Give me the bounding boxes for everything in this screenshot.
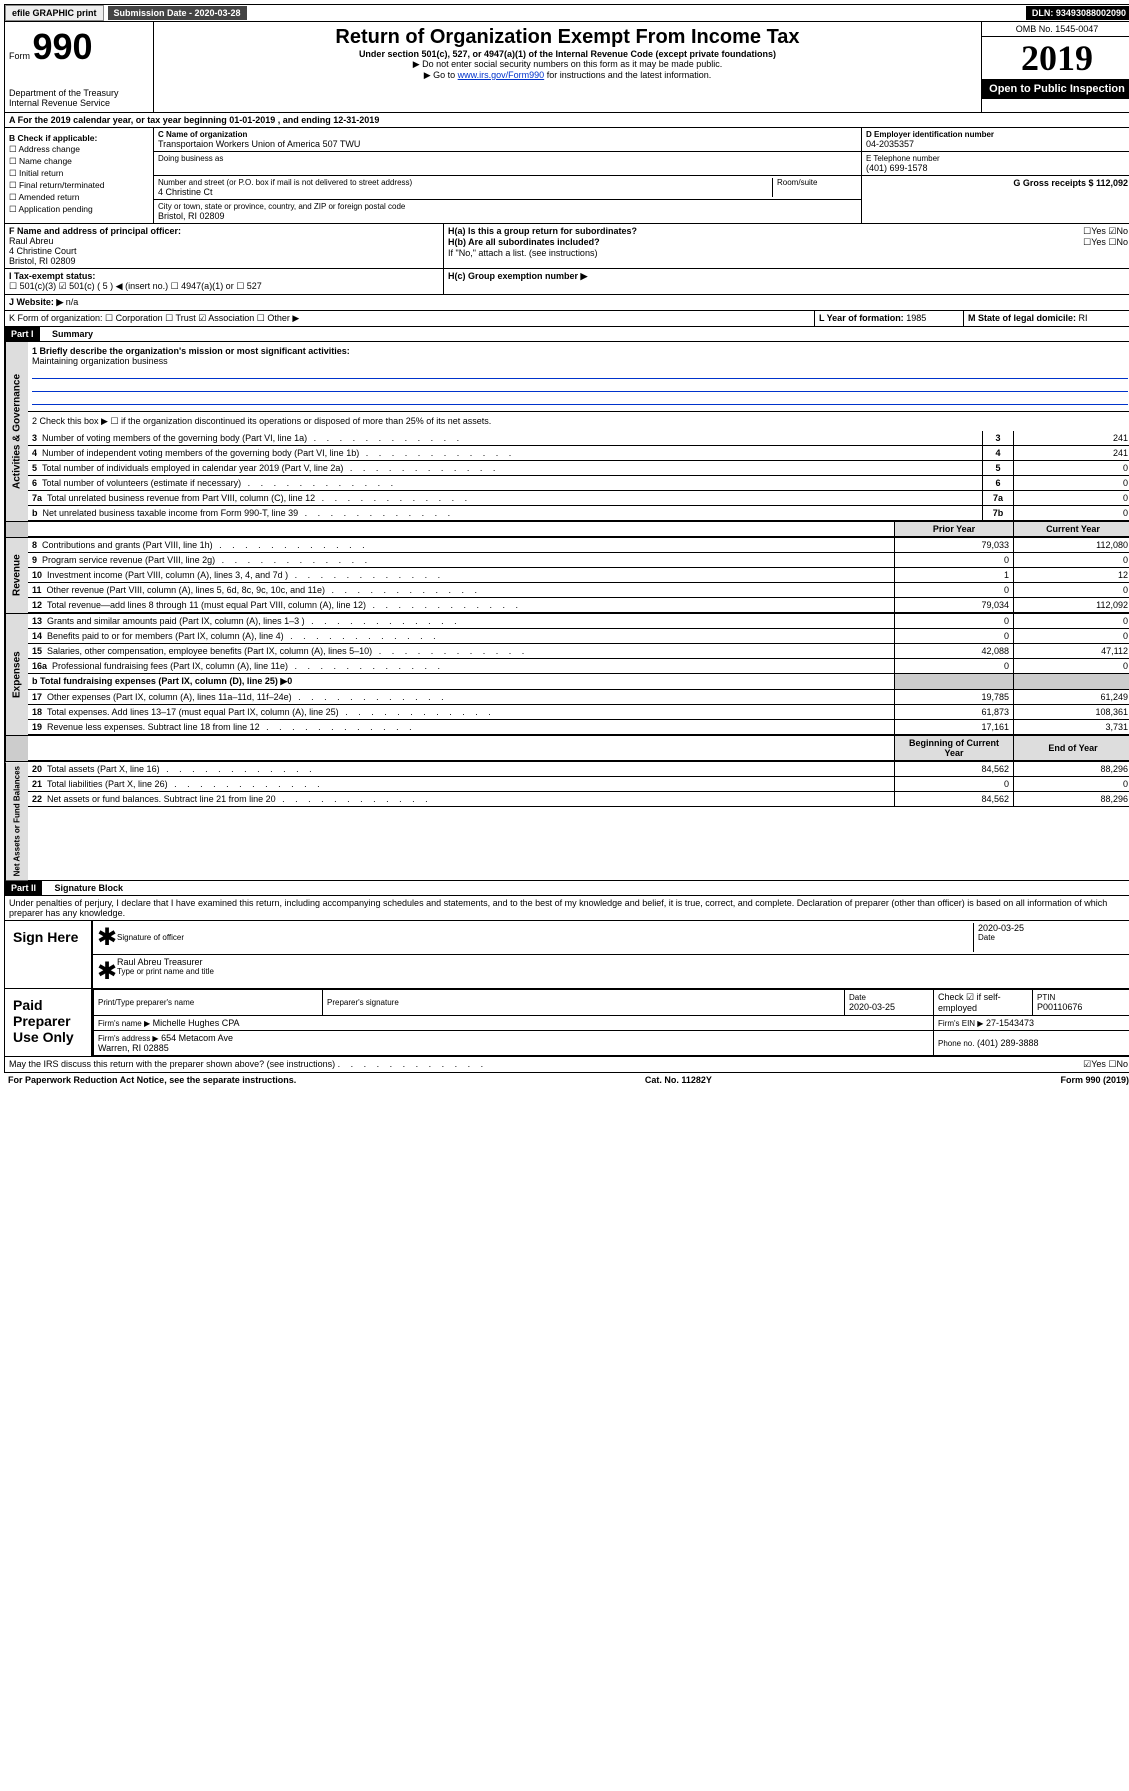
check-initial[interactable]: ☐ Initial return [9,168,149,179]
check-amended[interactable]: ☐ Amended return [9,192,149,203]
tax-year: 2019 [982,37,1129,79]
check-final[interactable]: ☐ Final return/terminated [9,180,149,191]
declaration: Under penalties of perjury, I declare th… [4,896,1129,921]
section-c: C Name of organization Transportaion Wor… [154,128,861,223]
footer: For Paperwork Reduction Act Notice, see … [4,1073,1129,1087]
data-row: 5 Total number of individuals employed i… [28,461,1129,476]
data-row: 10 Investment income (Part VIII, column … [28,568,1129,583]
vlabel-activities: Activities & Governance [5,342,28,521]
data-row: 12 Total revenue—add lines 8 through 11 … [28,598,1129,613]
part1-header: Part I Summary [4,327,1129,342]
form-title: Return of Organization Exempt From Incom… [158,26,977,49]
vlabel-assets: Net Assets or Fund Balances [5,762,28,880]
data-row: 17 Other expenses (Part IX, column (A), … [28,690,1129,705]
tax-status-opts: ☐ 501(c)(3) ☑ 501(c) ( 5 ) ◀ (insert no.… [9,281,262,291]
section-deg: D Employer identification number 04-2035… [861,128,1129,223]
top-bar: efile GRAPHIC print Submission Date - 20… [4,4,1129,22]
data-row: 13 Grants and similar amounts paid (Part… [28,614,1129,629]
data-row: 22 Net assets or fund balances. Subtract… [28,792,1129,807]
domicile: RI [1079,313,1088,323]
section-i: I Tax-exempt status: ☐ 501(c)(3) ☑ 501(c… [4,269,1129,295]
efile-btn[interactable]: efile GRAPHIC print [5,5,104,21]
phone: (401) 699-1578 [866,163,1128,173]
year-formation: 1985 [906,313,926,323]
data-row: 20 Total assets (Part X, line 16)84,5628… [28,762,1129,777]
part1-body: Activities & Governance 1 Briefly descri… [4,342,1129,522]
dln: DLN: 93493088002090 [1026,6,1129,20]
data-row: 16a Professional fundraising fees (Part … [28,659,1129,674]
dept: Department of the Treasury Internal Reve… [9,88,149,108]
data-row: b Net unrelated business taxable income … [28,506,1129,521]
prior-year-header: Prior Year [895,522,1014,537]
gross-receipts: G Gross receipts $ 112,092 [1013,178,1128,188]
data-row: 8 Contributions and grants (Part VIII, l… [28,538,1129,553]
current-year-header: Current Year [1014,522,1129,537]
expenses-section: Expenses 13 Grants and similar amounts p… [4,614,1129,736]
signer-name: Raul Abreu Treasurer [117,957,1128,967]
form-subtitle: Under section 501(c), 527, or 4947(a)(1)… [158,49,977,59]
prep-date: 2020-03-25 [849,1002,929,1012]
omb: OMB No. 1545-0047 [982,22,1129,37]
org-name: Transportaion Workers Union of America 5… [158,139,857,149]
discuss-row: May the IRS discuss this return with the… [4,1057,1129,1073]
note1: ▶ Do not enter social security numbers o… [158,59,977,70]
open-public: Open to Public Inspection [982,79,1129,99]
officer-addr: 4 Christine Court Bristol, RI 02809 [9,246,439,266]
revenue-section: Revenue 8 Contributions and grants (Part… [4,538,1129,614]
assets-section: Net Assets or Fund Balances 20 Total ass… [4,762,1129,881]
data-row: 11 Other revenue (Part VIII, column (A),… [28,583,1129,598]
part2-header: Part II Signature Block [4,881,1129,896]
data-row: 9 Program service revenue (Part VIII, li… [28,553,1129,568]
org-city: Bristol, RI 02809 [158,211,857,221]
website-val: n/a [66,297,79,307]
ha-answer: ☐Yes ☑No [1083,226,1128,237]
section-bcd: B Check if applicable: ☐ Address change … [4,128,1129,224]
vlabel-revenue: Revenue [5,538,28,613]
form-number: 990 [33,26,93,67]
data-row: 6 Total number of volunteers (estimate i… [28,476,1129,491]
form-label: Form [9,51,30,61]
section-b: B Check if applicable: ☐ Address change … [5,128,154,223]
vlabel-expenses: Expenses [5,614,28,735]
data-row: 19 Revenue less expenses. Subtract line … [28,720,1129,735]
data-row: 7a Total unrelated business revenue from… [28,491,1129,506]
data-row: 18 Total expenses. Add lines 13–17 (must… [28,705,1129,720]
firm-phone: (401) 289-3888 [977,1038,1039,1048]
firm-ein: 27-1543473 [986,1018,1034,1028]
line-a: A For the 2019 calendar year, or tax yea… [4,113,1129,128]
officer-name: Raul Abreu [9,236,439,246]
data-row: 15 Salaries, other compensation, employe… [28,644,1129,659]
discuss-answer: ☑Yes ☐No [1083,1059,1128,1070]
firm-name: Michelle Hughes CPA [153,1018,240,1028]
sign-date: 2020-03-25 [978,923,1128,933]
sign-block: Sign Here ✱ Signature of officer 2020-03… [4,921,1129,989]
section-fh: F Name and address of principal officer:… [4,224,1129,269]
check-address[interactable]: ☐ Address change [9,144,149,155]
org-address: 4 Christine Ct [158,187,772,197]
data-row: 14 Benefits paid to or for members (Part… [28,629,1129,644]
section-j: J Website: ▶ n/a [4,295,1129,311]
data-row: 21 Total liabilities (Part X, line 26)00 [28,777,1129,792]
data-row: 3 Number of voting members of the govern… [28,431,1129,446]
mission: Maintaining organization business [32,356,1128,366]
form-header: Form 990 Department of the Treasury Inte… [4,22,1129,113]
form990-link[interactable]: www.irs.gov/Form990 [458,70,545,80]
hb-answer: ☐Yes ☐No [1083,237,1128,248]
line-k: K Form of organization: ☐ Corporation ☐ … [5,311,815,326]
ptin: P00110676 [1037,1002,1127,1012]
ein: 04-2035357 [866,139,1128,149]
note2: ▶ Go to www.irs.gov/Form990 for instruct… [158,70,977,81]
section-klm: K Form of organization: ☐ Corporation ☐ … [4,311,1129,327]
data-row: 4 Number of independent voting members o… [28,446,1129,461]
paid-preparer: Paid Preparer Use Only Print/Type prepar… [4,989,1129,1057]
check-pending[interactable]: ☐ Application pending [9,204,149,215]
submission-date: Submission Date - 2020-03-28 [108,6,247,20]
check-name[interactable]: ☐ Name change [9,156,149,167]
